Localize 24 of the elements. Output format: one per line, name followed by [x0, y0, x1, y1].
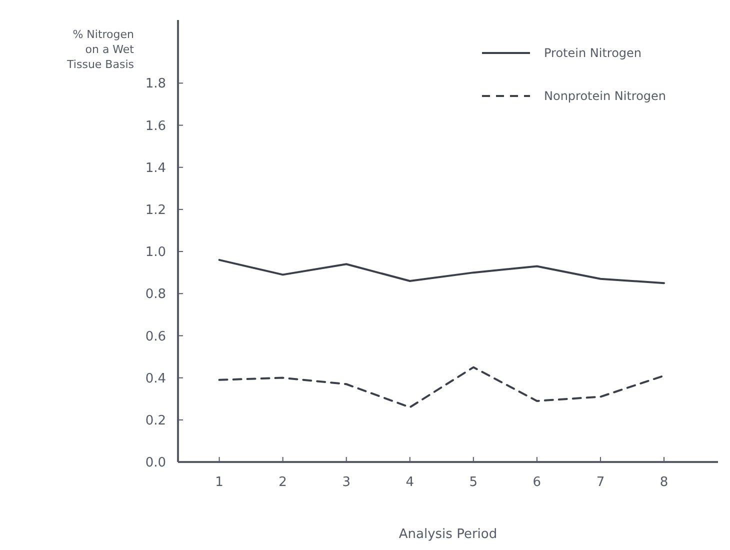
y-tick-label: 1.2: [145, 202, 166, 218]
x-tick-label: 5: [469, 475, 478, 490]
x-tick-label: 2: [278, 475, 287, 490]
y-tick-label: 0.0: [145, 456, 166, 471]
legend-label: Nonprotein Nitrogen: [544, 89, 666, 104]
y-tick-label: 0.8: [145, 287, 166, 302]
x-axis-title: Analysis Period: [398, 527, 498, 542]
x-tick-label: 1: [215, 475, 224, 490]
line-series: [218, 366, 665, 408]
y-tick-label: 0.4: [145, 371, 166, 386]
x-tick-label: 3: [342, 475, 350, 490]
x-tick-label: 8: [660, 475, 668, 490]
x-tick-label: 6: [532, 475, 542, 490]
y-tick-label: 1.0: [145, 245, 166, 260]
y-tick-label: 1.8: [145, 76, 166, 92]
legend-label: Protein Nitrogen: [544, 46, 642, 60]
x-tick-label: 7: [596, 475, 605, 490]
y-tick-label: 1.4: [145, 160, 166, 176]
y-tick-label: 0.6: [145, 329, 166, 344]
y-tick-label: 1.6: [145, 118, 166, 134]
x-tick-label: 4: [406, 475, 414, 490]
y-tick-label: 0.2: [145, 413, 166, 428]
line-series: [218, 258, 665, 284]
y-axis-title: % Nitrogen on a Wet Tissue Basis: [66, 28, 135, 71]
